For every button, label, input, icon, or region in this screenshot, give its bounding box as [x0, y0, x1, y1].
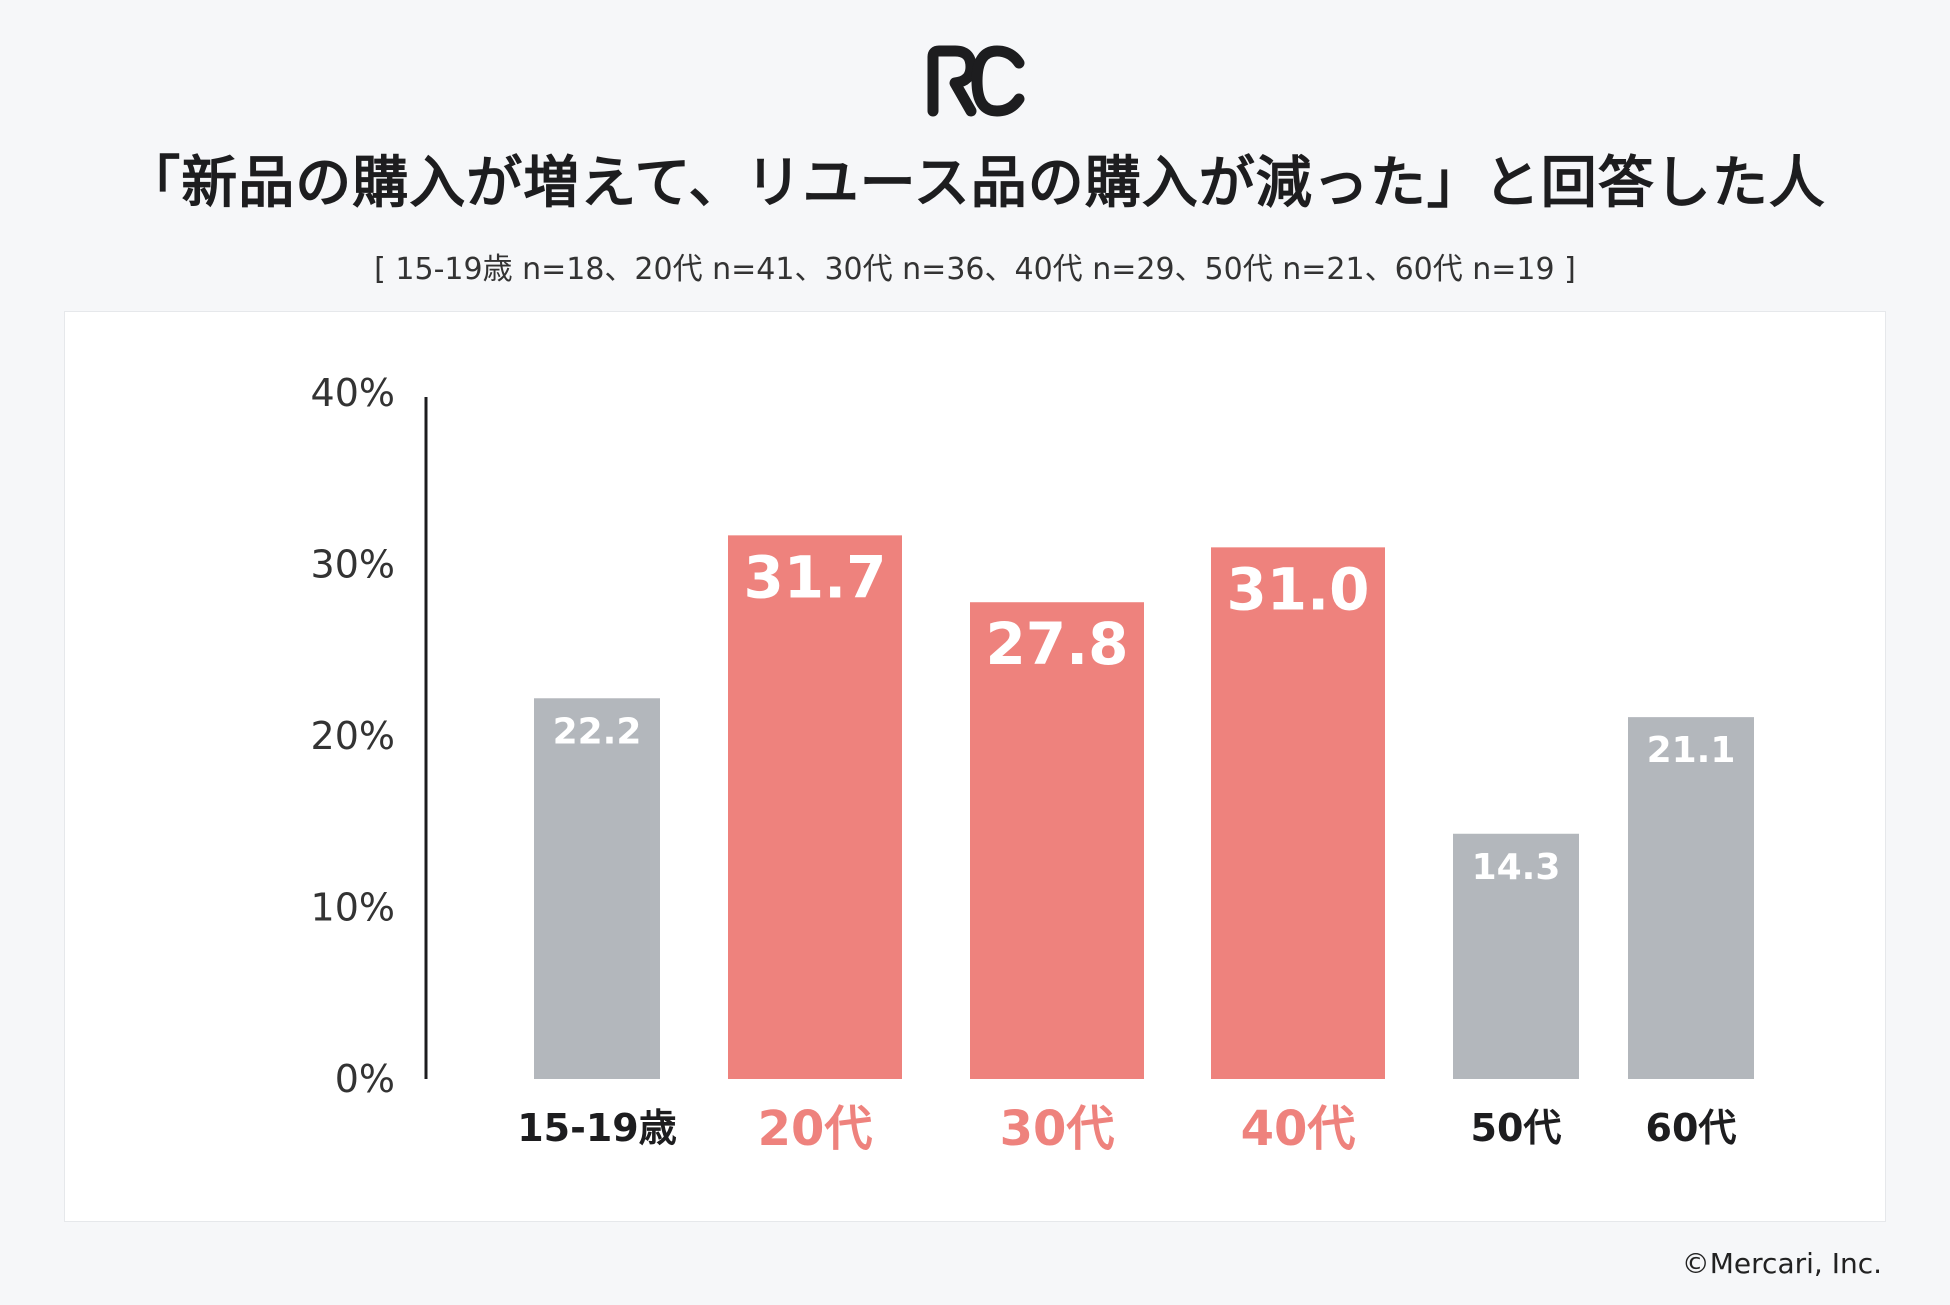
rc-logo-icon	[927, 45, 1025, 117]
bar-value-label: 31.0	[1226, 555, 1369, 623]
bar-value-label: 27.8	[985, 610, 1128, 678]
copyright-text: ©Mercari, Inc.	[1681, 1247, 1882, 1280]
bar-value-label: 22.2	[553, 711, 642, 752]
y-tick-label: 40%	[311, 371, 395, 415]
chart-title: 「新品の購入が増えて、リユース品の購入が減った」と回答した人	[124, 151, 1826, 216]
x-category-label: 40代	[1241, 1101, 1356, 1157]
bar	[534, 698, 660, 1079]
bar-value-label: 14.3	[1472, 847, 1561, 888]
bar-value-label: 21.1	[1647, 730, 1736, 771]
x-category-label: 30代	[1000, 1101, 1115, 1157]
chart-panel: 0% 10% 20% 30% 40% 22.2 15-19歳 31.7 20代 27.8 30代 31…	[64, 311, 1886, 1222]
bar-chart: 0% 10% 20% 30% 40% 22.2 15-19歳 31.7 20代 27.8 30代 31…	[311, 371, 1754, 1157]
y-tick-label: 0%	[335, 1057, 395, 1101]
x-category-label: 20代	[758, 1101, 873, 1157]
bar-value-label: 31.7	[743, 543, 886, 611]
bar	[1211, 547, 1385, 1079]
x-category-label: 50代	[1471, 1106, 1562, 1150]
x-category-label: 60代	[1646, 1106, 1737, 1150]
bar	[728, 535, 902, 1079]
bar	[1628, 717, 1754, 1079]
x-category-label: 15-19歳	[517, 1106, 677, 1150]
chart-subtitle: [ 15-19歳 n=18、20代 n=41、30代 n=36、40代 n=29…	[374, 252, 1576, 287]
y-tick-label: 20%	[311, 714, 395, 758]
y-tick-label: 10%	[311, 886, 395, 930]
bar	[1453, 833, 1579, 1079]
bar	[970, 602, 1144, 1079]
y-tick-label: 30%	[311, 543, 395, 587]
